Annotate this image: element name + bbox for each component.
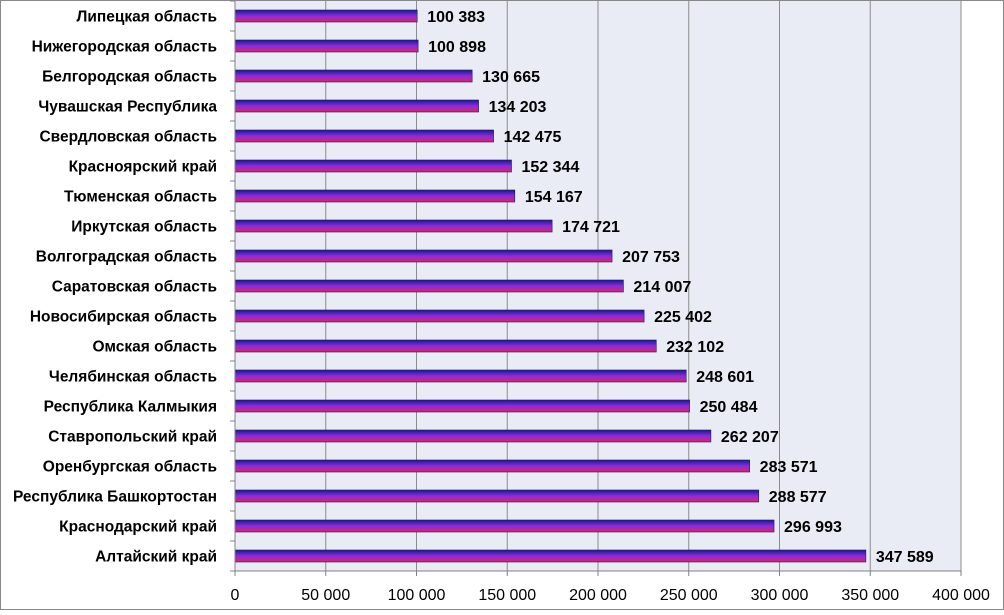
data-label: 288 577 (769, 489, 827, 506)
data-label: 283 571 (760, 459, 818, 476)
category-label: Омская область (92, 339, 217, 356)
category-label: Иркутская область (71, 219, 217, 236)
labels: 0 50 000 100 000 150 000 200 000 250 000 300 0… (13, 9, 990, 605)
bar (234, 429, 712, 443)
category-label: Чувашская Республика (38, 99, 217, 116)
x-tick-label: 250 000 (660, 587, 718, 604)
bar (234, 159, 512, 173)
bar (234, 549, 867, 563)
category-label: Алтайский край (95, 549, 217, 566)
bar (234, 399, 690, 413)
x-tick-label: 150 000 (478, 587, 536, 604)
bar (234, 339, 657, 353)
bar (234, 99, 479, 113)
category-label: Свердловская область (39, 129, 217, 146)
axes (230, 0, 962, 576)
category-label: Ставропольский край (48, 429, 217, 446)
data-label: 232 102 (666, 339, 724, 356)
data-label: 296 993 (784, 519, 842, 536)
x-tick-label: 200 000 (569, 587, 627, 604)
bar (234, 219, 553, 233)
category-label: Белгородская область (42, 69, 217, 86)
bar (234, 309, 645, 323)
x-tick-label: 0 (231, 587, 240, 604)
data-label: 142 475 (504, 129, 562, 146)
category-label: Оренбургская область (43, 459, 217, 476)
category-label: Республика Башкортостан (13, 489, 217, 506)
category-label: Краснодарский край (59, 519, 217, 536)
category-label: Челябинская область (49, 369, 217, 386)
x-tick-label: 300 000 (751, 587, 809, 604)
bar (234, 189, 516, 203)
category-label: Липецкая область (76, 9, 217, 26)
x-tick-label: 50 000 (301, 587, 350, 604)
bar (234, 9, 418, 23)
data-label: 207 753 (622, 249, 680, 266)
bar (234, 489, 760, 503)
bar (234, 249, 613, 263)
category-label: Новосибирская область (30, 309, 217, 326)
x-tick-label: 350 000 (841, 587, 899, 604)
data-label: 134 203 (489, 99, 547, 116)
bar (234, 279, 624, 293)
bar (234, 129, 494, 143)
data-label: 130 665 (482, 69, 540, 86)
category-label: Тюменская область (64, 189, 217, 206)
data-label: 225 402 (654, 309, 712, 326)
data-label: 174 721 (562, 219, 620, 236)
bars (234, 9, 867, 563)
bar (234, 369, 687, 383)
bar (234, 519, 775, 533)
bar (234, 69, 473, 83)
data-label: 152 344 (522, 159, 580, 176)
data-label: 214 007 (633, 279, 691, 296)
category-label: Красноярский край (69, 159, 217, 176)
data-label: 100 898 (428, 39, 486, 56)
bar (234, 39, 419, 53)
data-label: 154 167 (525, 189, 583, 206)
category-label: Нижегородская область (32, 39, 217, 56)
data-label: 250 484 (700, 399, 758, 416)
category-label: Саратовская область (52, 279, 217, 296)
data-label: 347 589 (876, 549, 934, 566)
data-label: 100 383 (427, 9, 485, 26)
x-tick-label: 100 000 (388, 587, 446, 604)
category-label: Республика Калмыкия (44, 399, 217, 416)
data-label: 248 601 (696, 369, 754, 386)
bar (234, 459, 750, 473)
data-label: 262 207 (721, 429, 779, 446)
category-label: Волгоградская область (36, 249, 217, 266)
x-tick-label: 400 000 (932, 587, 990, 604)
